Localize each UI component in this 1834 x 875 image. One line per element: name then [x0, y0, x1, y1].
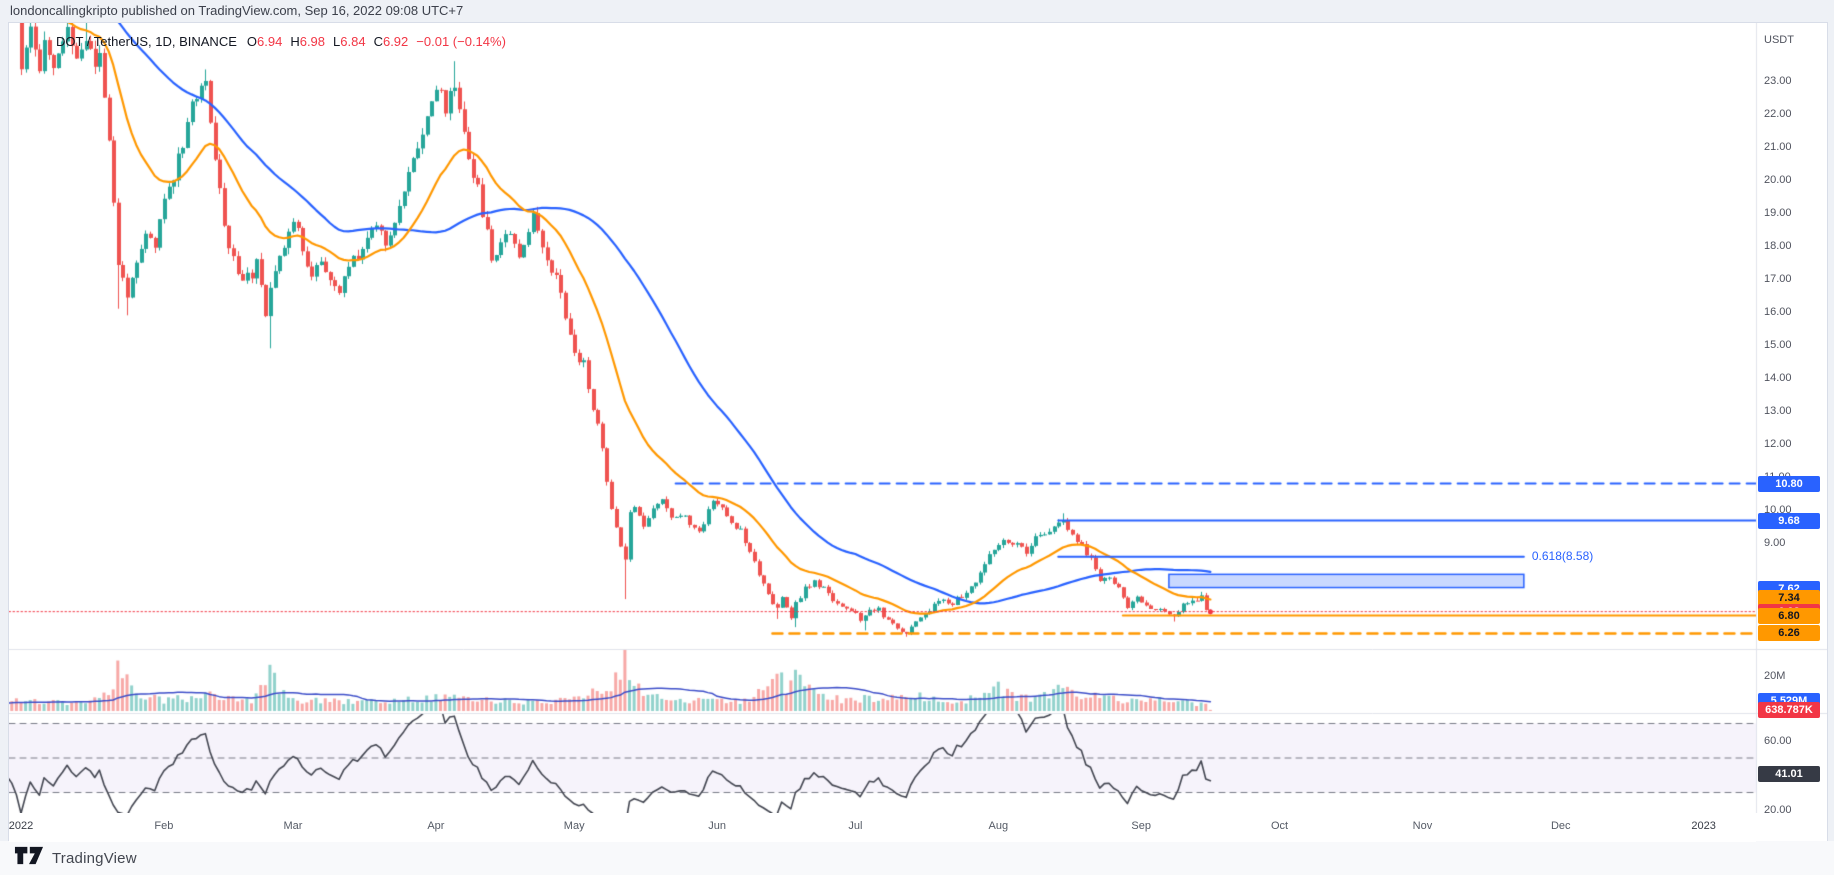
price-tick-19.00: 19.00: [1764, 207, 1792, 219]
rsi-tick-60.00: 60.00: [1764, 734, 1792, 747]
ohlc-field-c: C6.92: [373, 34, 409, 49]
price-tick-14.00: 14.00: [1764, 372, 1792, 384]
footer-bar: TradingView: [0, 841, 1834, 875]
price-tick-17.00: 17.00: [1764, 273, 1792, 285]
price-tick-20.00: 20.00: [1764, 174, 1792, 186]
interval-label: 1D: [155, 34, 172, 49]
time-tick-Aug: Aug: [988, 820, 1009, 832]
price-tick-22.00: 22.00: [1764, 108, 1792, 120]
time-tick-Feb: Feb: [154, 820, 174, 832]
time-tick-Jul: Jul: [848, 820, 863, 832]
ohlc-field-o: O6.94: [246, 34, 283, 49]
fib-level-label: 0.618(8.58): [1531, 548, 1594, 563]
price-tick-21.00: 21.00: [1764, 141, 1792, 153]
symbol-title: DOT / TetherUS, 1D, BINANCE: [56, 34, 237, 49]
time-tick-Dec: Dec: [1550, 820, 1571, 832]
ohlc-field-h: H6.98: [290, 34, 326, 49]
publish-info-text: londoncallingkripto published on Trading…: [10, 3, 464, 18]
price-tick-16.00: 16.00: [1764, 306, 1792, 318]
time-tick-May: May: [563, 820, 585, 832]
tradingview-logo-icon: [14, 846, 44, 870]
time-tick-Jun: Jun: [708, 820, 726, 832]
rsi-tick-20.00: 20.00: [1764, 803, 1792, 816]
brand-name: TradingView: [52, 849, 137, 867]
price-tick-23.00: 23.00: [1764, 75, 1792, 87]
price-tick-18.00: 18.00: [1764, 240, 1792, 252]
ohlc-values: O6.94 H6.98 L6.84 C6.92: [247, 34, 416, 49]
time-tick-Apr: Apr: [427, 820, 445, 832]
publish-header: londoncallingkripto published on Trading…: [0, 0, 1834, 22]
time-axis[interactable]: 2022 Feb Mar Apr May Jun Jul Aug Sep Oct Nov Dec 202…: [9, 813, 1756, 842]
ohlc-field-l: L6.84: [333, 34, 366, 49]
symbol-legend[interactable]: DOT / TetherUS, 1D, BINANCE O6.94 H6.98 L6.…: [56, 34, 506, 49]
price-tick-15.00: 15.00: [1764, 339, 1792, 351]
price-tick-12.00: 12.00: [1764, 438, 1792, 450]
time-tick-Sep: Sep: [1131, 820, 1152, 832]
volume-badge-638.787K: 638.787K: [1758, 701, 1820, 718]
time-tick-2023: 2023: [1691, 820, 1716, 832]
time-tick-Oct: Oct: [1270, 820, 1289, 832]
price-badge-10.80: 10.80: [1758, 475, 1820, 492]
change-value: −0.01 (−0.14%): [416, 34, 506, 49]
exchange-label: BINANCE: [179, 34, 237, 49]
chart-canvas[interactable]: [9, 23, 1827, 813]
price-badge-6.26: 6.26: [1758, 625, 1820, 642]
time-tick-Mar: Mar: [283, 820, 303, 832]
volume-tick-20M: 20M: [1764, 670, 1786, 682]
currency-label: USDT: [1764, 34, 1794, 46]
price-badge-9.68: 9.68: [1758, 512, 1820, 529]
price-badge-6.80: 6.80: [1758, 607, 1820, 624]
chart-widget: DOT / TetherUS, 1D, BINANCE O6.94 H6.98 L6.…: [8, 22, 1828, 843]
time-tick-Nov: Nov: [1412, 820, 1433, 832]
tradingview-brand[interactable]: TradingView: [14, 846, 137, 870]
time-tick-2022: 2022: [8, 820, 34, 832]
price-tick-13.00: 13.00: [1764, 405, 1792, 417]
price-tick-9.00: 9.00: [1764, 537, 1786, 549]
price-badge-7.34: 7.34: [1758, 589, 1820, 606]
price-axis[interactable]: USDT 23.00 22.00 21.00 20.00 19.00 18.00 17.00…: [1756, 23, 1827, 816]
rsi-badge-41.01: 41.01: [1758, 765, 1820, 782]
